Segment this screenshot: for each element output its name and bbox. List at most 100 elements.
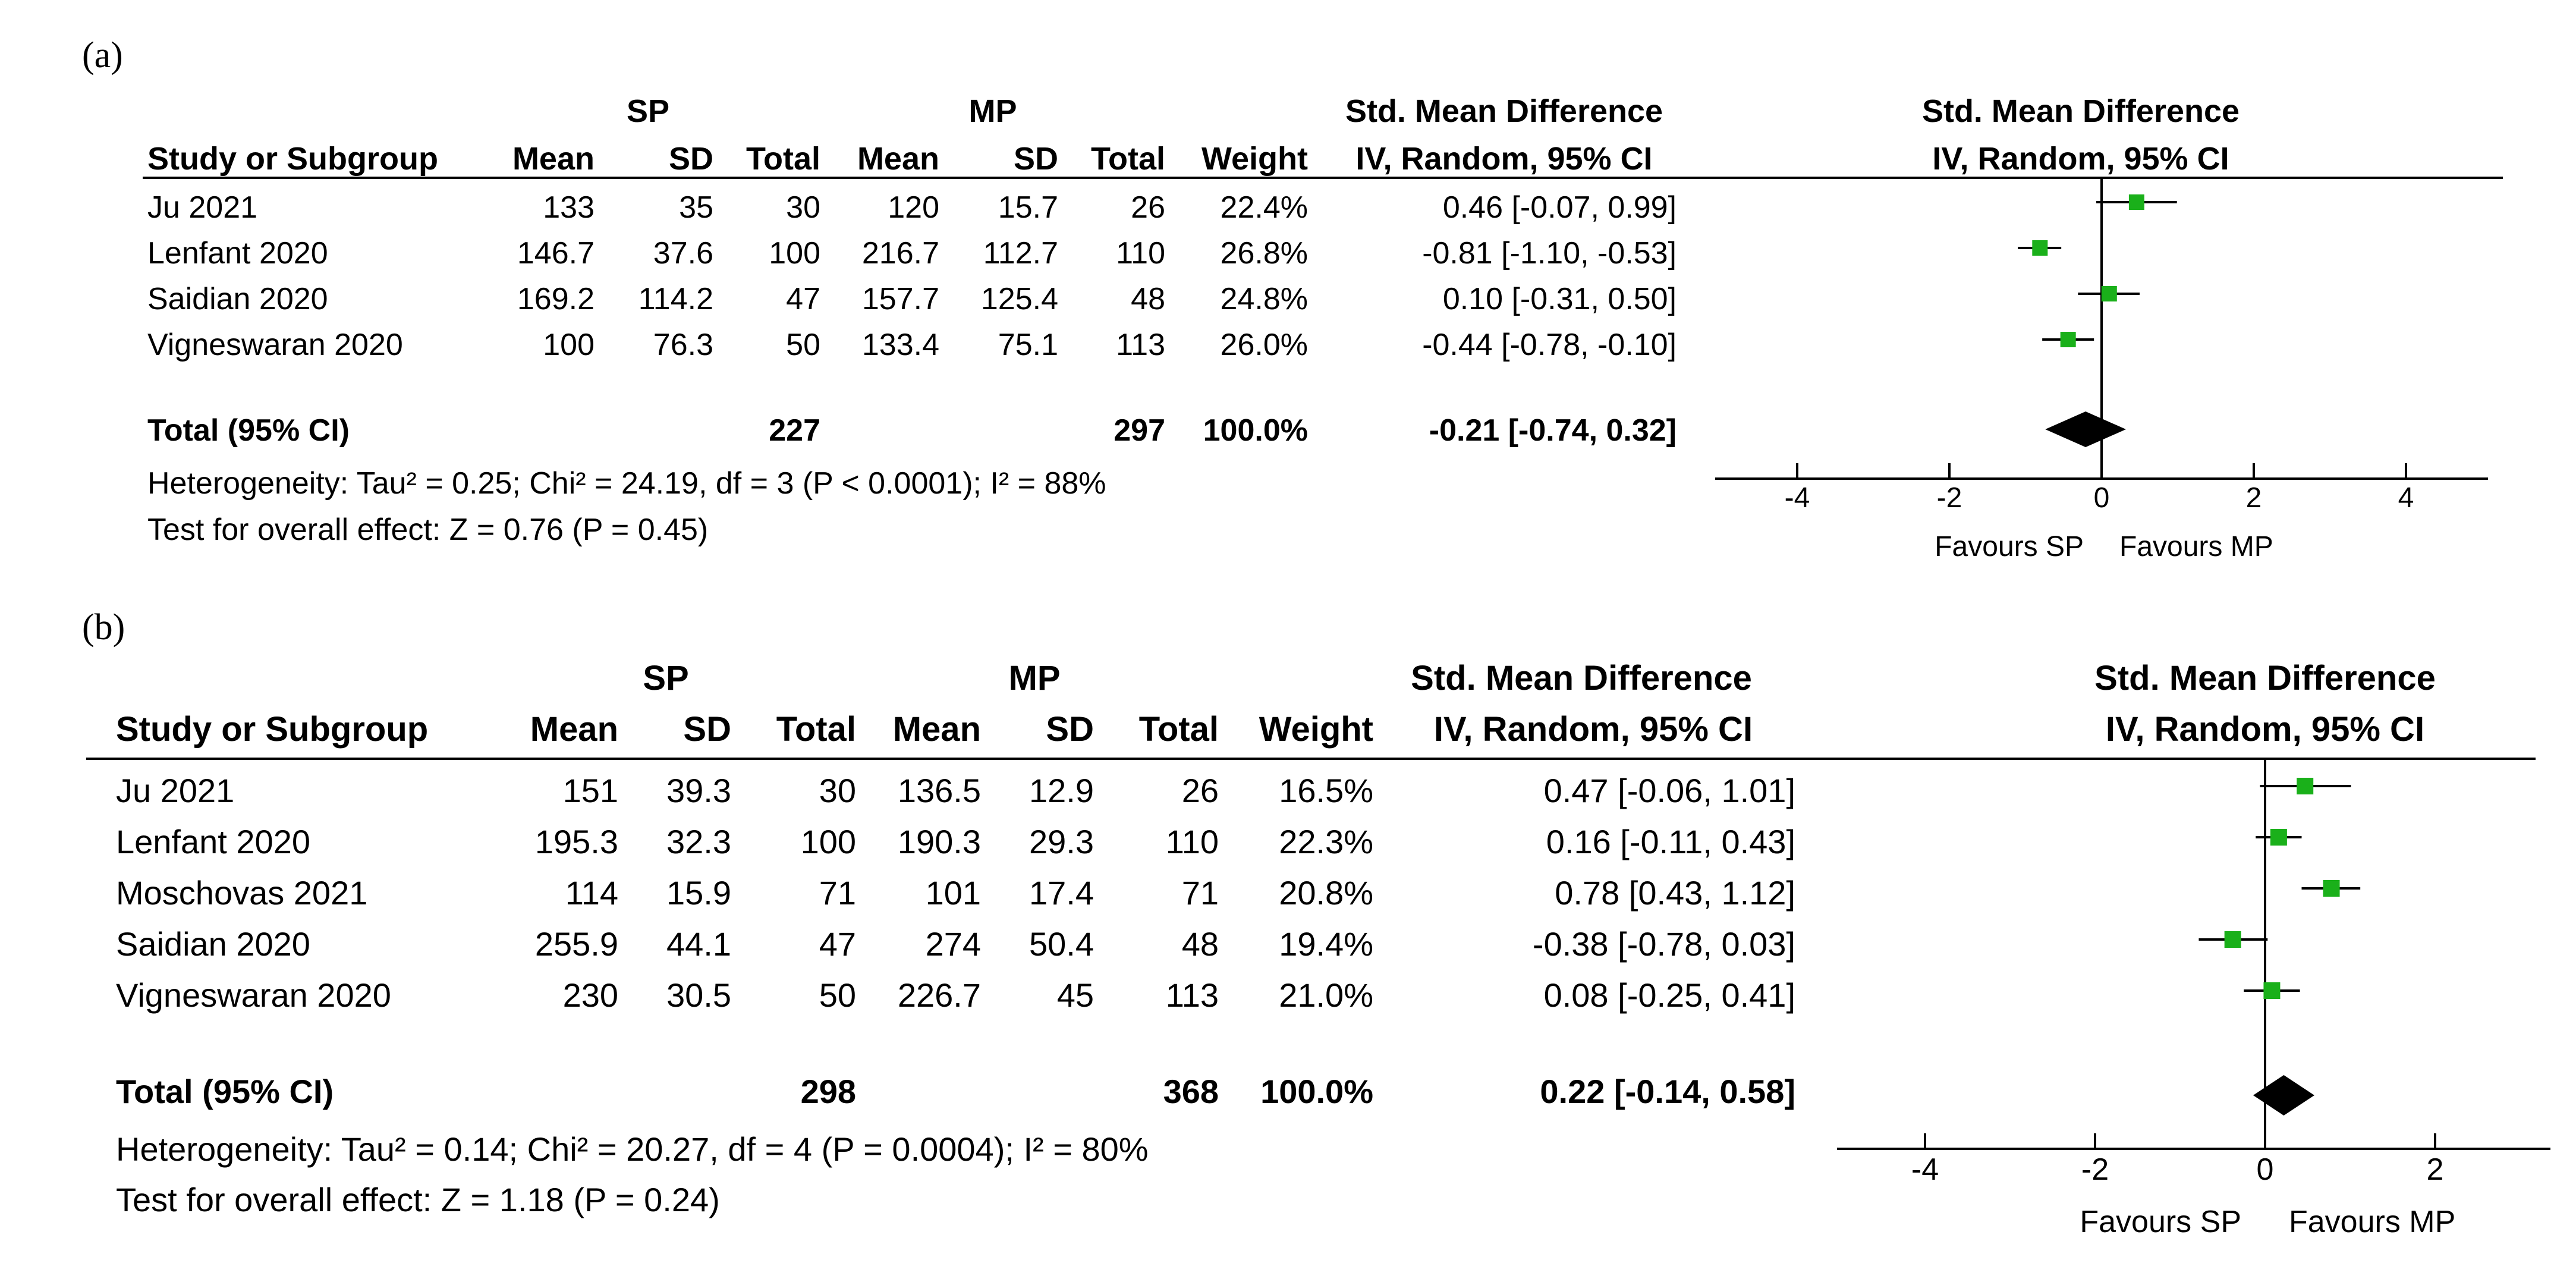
x-tick-label: -4	[1911, 1152, 1939, 1187]
study-name: Ju 2021	[116, 772, 235, 809]
header-rule	[86, 758, 2536, 760]
total-weight: 100.0%	[1203, 413, 1308, 448]
x-tick-label: -2	[1937, 482, 1962, 514]
sp-sd-header: SD	[683, 710, 731, 749]
effect-square	[2224, 931, 2241, 948]
mp-total: 110	[1165, 823, 1219, 860]
x-tick-label: 0	[2257, 1152, 2274, 1187]
sp-total: 47	[786, 282, 820, 316]
total-ci-text: 0.22 [-0.14, 0.58]	[1540, 1073, 1795, 1110]
sp-sd: 37.6	[653, 236, 713, 271]
panel-label: (a)	[82, 35, 123, 76]
total-label: Total (95% CI)	[116, 1073, 334, 1110]
ci-text: 0.08 [-0.25, 0.41]	[1543, 976, 1795, 1014]
sp-total: 30	[819, 772, 856, 809]
sp-mean-header: Mean	[530, 710, 618, 749]
favours-left-label: Favours SP	[2080, 1205, 2241, 1239]
weight: 26.0%	[1220, 328, 1308, 362]
mp-mean: 120	[888, 190, 939, 225]
sp-total-sum: 227	[769, 413, 820, 448]
mp-mean: 157.7	[861, 282, 939, 316]
study-name: Moschovas 2021	[116, 874, 368, 912]
effect-title-header: Std. Mean Difference	[1411, 659, 1752, 697]
plot-method-header: IV, Random, 95% CI	[1932, 141, 2229, 177]
favours-right-label: Favours MP	[2289, 1205, 2455, 1239]
study-name: Lenfant 2020	[147, 236, 328, 271]
study-name: Lenfant 2020	[116, 823, 310, 860]
mp-total-header: Total	[1091, 141, 1165, 177]
mp-total: 26	[1181, 772, 1219, 809]
ci-text: 0.10 [-0.31, 0.50]	[1442, 282, 1677, 316]
study-column-header: Study or Subgroup	[116, 710, 429, 749]
plot-title-header: Std. Mean Difference	[2094, 659, 2436, 697]
mp-total: 26	[1131, 190, 1165, 225]
ci-text: 0.78 [0.43, 1.12]	[1555, 874, 1795, 912]
mp-total: 113	[1165, 976, 1219, 1014]
weight-header: Weight	[1201, 141, 1308, 177]
effect-title-header: Std. Mean Difference	[1345, 93, 1663, 129]
sp-mean: 100	[543, 328, 595, 362]
x-tick-label: 2	[2427, 1152, 2444, 1187]
mp-total: 48	[1131, 282, 1165, 316]
sp-mean: 230	[562, 976, 618, 1014]
forest-plot-panel-b: (b) SP MP Std. Mean Difference Std. Mean…	[0, 595, 2576, 1282]
forest-plot-a: -4 -2 0 2 4 Favours SP Favours MP	[1715, 178, 2488, 563]
mp-total-sum: 368	[1163, 1073, 1219, 1110]
forest-plot-panel-a: (a) SP MP Std. Mean Difference Std. Mean…	[0, 0, 2576, 595]
plot-title-header: Std. Mean Difference	[1921, 93, 2240, 129]
study-name: Vigneswaran 2020	[116, 976, 391, 1014]
effect-method-header: IV, Random, 95% CI	[1355, 141, 1653, 177]
mp-sd: 50.4	[1029, 925, 1094, 963]
weight: 19.4%	[1279, 925, 1373, 963]
favours-left-label: Favours SP	[1935, 531, 2084, 563]
study-name: Saidian 2020	[147, 282, 328, 316]
sp-total-header: Total	[746, 141, 820, 177]
total-label: Total (95% CI)	[147, 413, 350, 448]
x-tick-label: 2	[2246, 482, 2262, 514]
ci-text: 0.46 [-0.07, 0.99]	[1442, 190, 1677, 225]
mp-mean: 216.7	[861, 236, 939, 271]
weight: 20.8%	[1279, 874, 1373, 912]
sp-mean: 151	[562, 772, 618, 809]
mp-mean: 226.7	[897, 976, 981, 1014]
sp-total: 30	[786, 190, 820, 225]
ci-text: -0.81 [-1.10, -0.53]	[1422, 236, 1677, 271]
pooled-diamond	[2045, 411, 2126, 447]
mp-mean: 274	[925, 925, 981, 963]
weight: 22.3%	[1279, 823, 1373, 860]
weight: 16.5%	[1279, 772, 1373, 809]
pooled-diamond	[2253, 1075, 2314, 1116]
mp-mean: 101	[925, 874, 981, 912]
x-tick-label: -2	[2081, 1152, 2109, 1187]
mp-sd-header: SD	[1046, 710, 1094, 749]
favours-right-label: Favours MP	[2119, 531, 2273, 563]
sp-sd: 44.1	[666, 925, 731, 963]
mp-total: 48	[1181, 925, 1219, 963]
effect-method-header: IV, Random, 95% CI	[1433, 710, 1753, 749]
sp-total: 71	[819, 874, 856, 912]
overall-effect-text: Test for overall effect: Z = 1.18 (P = 0…	[116, 1181, 720, 1218]
heterogeneity-text: Heterogeneity: Tau² = 0.14; Chi² = 20.27…	[116, 1130, 1149, 1168]
study-name: Vigneswaran 2020	[147, 328, 403, 362]
weight: 24.8%	[1220, 282, 1308, 316]
x-tick-label: 0	[2094, 482, 2110, 514]
sp-total-sum: 298	[800, 1073, 856, 1110]
sp-sd: 39.3	[666, 772, 731, 809]
sp-total: 100	[800, 823, 856, 860]
mp-mean: 136.5	[897, 772, 981, 809]
mp-sd: 125.4	[980, 282, 1058, 316]
sp-mean-header: Mean	[512, 141, 595, 177]
mp-sd: 112.7	[983, 236, 1058, 271]
study-name: Saidian 2020	[116, 925, 310, 963]
mp-sd: 17.4	[1029, 874, 1094, 912]
sp-mean: 169.2	[517, 282, 595, 316]
study-column-header: Study or Subgroup	[147, 141, 438, 177]
mp-total-sum: 297	[1114, 413, 1165, 448]
mp-sd: 12.9	[1029, 772, 1094, 809]
sp-mean: 255.9	[534, 925, 618, 963]
mp-sd: 45	[1056, 976, 1094, 1014]
ci-text: -0.44 [-0.78, -0.10]	[1422, 328, 1677, 362]
effect-square	[2323, 880, 2340, 897]
plot-method-header: IV, Random, 95% CI	[2105, 710, 2425, 749]
mp-mean-header: Mean	[857, 141, 939, 177]
